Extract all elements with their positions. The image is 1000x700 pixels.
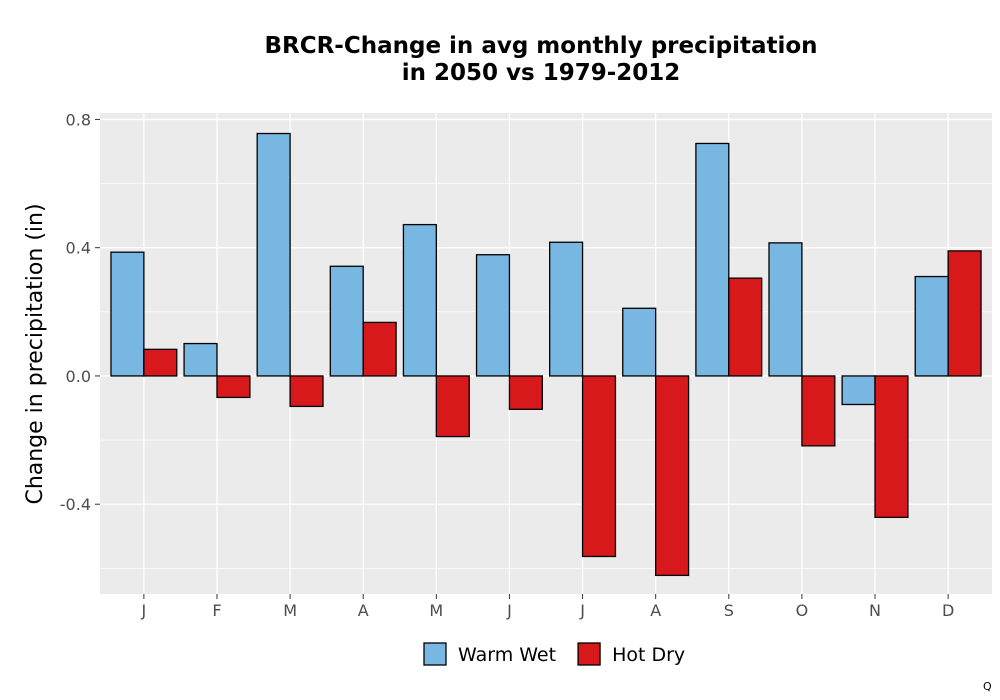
bar-hot-dry [947, 250, 982, 377]
x-tick-label: S [724, 601, 734, 620]
footnote: Q [983, 680, 992, 693]
minor-gridlines [100, 183, 992, 569]
bar-hot-dry [655, 375, 690, 577]
y-axis-label: Change in precipitation (in) [23, 203, 48, 504]
bars [110, 132, 982, 577]
x-tick-label: D [942, 601, 954, 620]
y-tick-label: 0.0 [66, 367, 91, 386]
bar-warm-wet [622, 307, 657, 377]
bar-hot-dry [508, 375, 543, 410]
x-tick-label: A [358, 601, 369, 620]
legend: Warm Wet Hot Dry [423, 642, 685, 666]
x-tick-label: M [429, 601, 443, 620]
bar-hot-dry [362, 321, 397, 377]
y-tick-label: 0.8 [66, 110, 91, 129]
bar-warm-wet [914, 275, 949, 377]
bar-hot-dry [435, 375, 470, 438]
bar-hot-dry [216, 375, 251, 399]
bar-warm-wet [183, 342, 218, 377]
bar-warm-wet [256, 132, 291, 377]
plot-panel [100, 113, 992, 594]
bar-warm-wet [110, 251, 145, 377]
bar-hot-dry [728, 277, 763, 377]
x-tick-label: O [796, 601, 809, 620]
bar-hot-dry [581, 375, 617, 558]
y-tick-label: 0.4 [66, 239, 91, 258]
x-tick-label: A [650, 601, 661, 620]
x-tick-label: J [141, 601, 147, 620]
bar-warm-wet [768, 242, 803, 377]
bar-hot-dry [143, 348, 178, 377]
bar-warm-wet [329, 265, 364, 377]
chart-title: BRCR-Change in avg monthly precipitation… [264, 33, 817, 86]
x-tick-label: M [283, 601, 297, 620]
bar-hot-dry [801, 375, 836, 447]
legend-label-warm-wet: Warm Wet [458, 644, 556, 666]
y-tick-label: -0.4 [60, 495, 91, 514]
x-tick-label: N [869, 601, 881, 620]
bar-warm-wet [695, 142, 730, 377]
x-tick-label: F [212, 601, 221, 620]
bar-warm-wet [402, 223, 437, 377]
legend-swatch-hot-dry [577, 642, 601, 666]
bar-warm-wet [841, 375, 876, 406]
legend-label-hot-dry: Hot Dry [612, 644, 685, 666]
bar-warm-wet [475, 254, 511, 377]
bar-hot-dry [289, 375, 324, 408]
x-tick-label: J [579, 601, 585, 620]
y-axis: 0.8 0.4 0.0 -0.4 [60, 110, 100, 514]
x-tick-label: J [506, 601, 512, 620]
bar-hot-dry [874, 375, 909, 519]
bar-warm-wet [549, 241, 584, 377]
legend-swatch-warm-wet [423, 642, 447, 666]
